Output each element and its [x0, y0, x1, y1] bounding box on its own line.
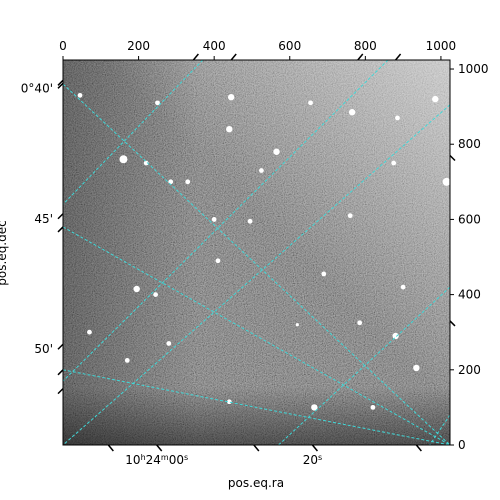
star-marker: [348, 109, 356, 116]
star-marker: [185, 179, 191, 185]
x-tick-label: 0: [59, 39, 67, 53]
star-marker: [215, 258, 221, 264]
star-marker: [413, 364, 420, 372]
dec-tick-label: 50': [34, 342, 53, 356]
star-marker: [395, 115, 400, 121]
star-marker: [226, 399, 232, 405]
dec-tick: [57, 388, 64, 395]
star-marker: [400, 284, 406, 290]
dec-tick: [57, 79, 64, 86]
x-tick-label: 600: [278, 39, 301, 53]
star-marker: [432, 95, 439, 103]
ra-grid-line: [278, 286, 450, 445]
x-axis-label: pos.eq.ra: [228, 476, 284, 490]
ra-tick: [253, 444, 260, 452]
ra-grid-line: [63, 60, 389, 382]
y-tick-label: 200: [458, 363, 481, 377]
star-marker: [155, 100, 160, 106]
y-tick-label: 800: [458, 137, 481, 151]
star-marker: [347, 213, 353, 219]
star-marker: [311, 404, 318, 411]
star-marker: [153, 292, 158, 298]
y-tick-label: 0: [458, 438, 466, 452]
star-marker: [392, 332, 399, 340]
star-marker: [357, 320, 363, 326]
ra-tick-label: 20s: [303, 453, 322, 468]
ra-tick: [415, 444, 422, 452]
star-marker: [295, 323, 299, 327]
x-tick-label: 1000: [426, 39, 457, 53]
plot-frame: [62, 59, 451, 446]
ra-tick: [107, 444, 114, 452]
world-axes: 10h24m00s 20s 0°40' 45' 50': [21, 53, 456, 468]
dec-tick: [57, 369, 64, 376]
ra-tick: [357, 53, 364, 61]
ra-tick-label: 10h24m00s: [125, 453, 188, 468]
y-axis-label: pos.eq.dec: [0, 220, 9, 285]
y-tick-label: 600: [458, 212, 481, 226]
y-tick-label: 1000: [458, 62, 489, 76]
ra-grid-line: [63, 60, 204, 205]
dec-tick: [57, 226, 64, 233]
dec-grid-line: [63, 83, 450, 445]
x-tick-label: 200: [127, 39, 150, 53]
dec-tick: [449, 320, 456, 327]
star-field: [77, 92, 450, 411]
ra-grid-line: [63, 104, 450, 445]
sky-image: [63, 60, 450, 445]
star-marker: [391, 160, 397, 166]
star-marker: [166, 341, 172, 346]
star-marker: [442, 177, 450, 186]
star-marker: [370, 405, 376, 410]
ra-tick: [395, 53, 402, 61]
star-marker: [273, 148, 280, 155]
star-marker: [259, 168, 264, 173]
dec-tick-label: 45': [34, 212, 53, 226]
star-marker: [321, 271, 327, 277]
star-marker: [133, 285, 140, 293]
star-marker: [77, 92, 83, 98]
dec-grid-line: [63, 226, 450, 445]
x-tick-label: 400: [203, 39, 226, 53]
star-marker: [227, 94, 235, 101]
dec-tick: [57, 82, 64, 89]
ra-grid-line: [429, 414, 450, 445]
ra-tick: [230, 53, 237, 61]
pixel-axes: 0 200 400 600 800 1000 0 200 400 600 800 1000: [59, 39, 488, 452]
y-tick-label: 400: [458, 288, 481, 302]
ra-tick: [192, 53, 199, 61]
star-marker: [124, 358, 130, 363]
coordinate-grid: [63, 60, 450, 445]
dec-tick: [449, 154, 456, 162]
star-marker: [226, 125, 233, 133]
ra-tick: [311, 444, 319, 452]
star-marker: [247, 218, 253, 224]
star-marker: [211, 217, 217, 222]
star-marker: [308, 100, 313, 106]
dec-grid-line: [63, 369, 450, 445]
star-marker: [87, 329, 92, 335]
ra-tick: [156, 444, 163, 452]
star-marker: [143, 160, 149, 166]
dec-tick: [57, 343, 64, 350]
star-marker: [119, 155, 128, 164]
dec-tick-label: 0°40': [21, 81, 53, 95]
x-tick-label: 800: [354, 39, 377, 53]
dec-tick: [57, 213, 64, 220]
